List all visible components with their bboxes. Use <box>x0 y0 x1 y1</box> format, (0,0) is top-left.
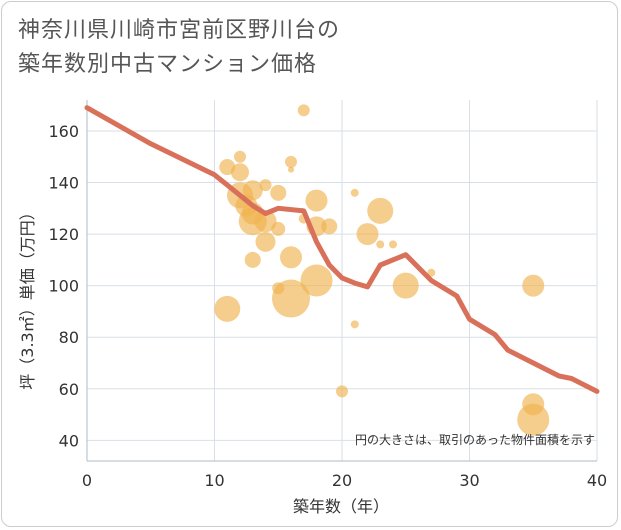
chart-title-line-2: 築年数別中古マンション価格 <box>18 52 318 77</box>
bubble-point <box>389 240 397 249</box>
y-tick-label: 100 <box>48 277 79 296</box>
bubble-point <box>214 295 241 322</box>
x-axis-label: 築年数（年） <box>293 497 389 516</box>
y-tick-label: 160 <box>48 122 79 141</box>
chart-title-line-1: 神奈川県川崎市宮前区野川台の <box>18 18 341 43</box>
bubble-point <box>288 166 294 173</box>
bubble-point <box>321 218 338 235</box>
bubble-point <box>280 246 302 269</box>
x-tick-label: 30 <box>459 471 479 490</box>
bubble-point <box>517 403 550 436</box>
chart-title: 神奈川県川崎市宮前区野川台の 築年数別中古マンション価格 <box>18 14 578 82</box>
bubble-point <box>297 104 310 117</box>
bubble-point <box>336 385 348 398</box>
grid-lines <box>87 100 598 461</box>
bubble-point <box>255 231 276 252</box>
bubble-point <box>272 282 285 295</box>
bubble-series <box>214 104 550 436</box>
bubble-point <box>234 150 246 163</box>
bubble-point <box>270 184 287 201</box>
bubble-point <box>259 179 272 192</box>
bubble-point <box>376 240 385 249</box>
y-tick-label: 140 <box>48 174 79 193</box>
bubble-point <box>231 163 249 182</box>
bubble-point <box>367 197 394 224</box>
y-tick-label: 120 <box>48 225 79 244</box>
y-tick-label: 40 <box>59 431 79 450</box>
y-tick-label: 80 <box>59 328 79 347</box>
bubble-point <box>427 268 436 277</box>
bubble-point <box>300 264 333 297</box>
tick-labels: 0 10 20 30 40 40 60 80 100 120 140 160 <box>48 122 607 490</box>
x-tick-label: 40 <box>587 471 607 490</box>
bubble-point <box>350 320 359 329</box>
y-axis-label: 坪（3.3㎡）単価（万円） <box>18 204 37 389</box>
size-note: 円の大きさは、取引のあった物件面積を示す <box>355 432 595 447</box>
bubble-point <box>392 272 419 299</box>
bubble-point <box>522 274 545 297</box>
bubble-point <box>305 189 328 212</box>
bubble-point <box>254 210 277 233</box>
x-tick-label: 10 <box>204 471 224 490</box>
bubble-point <box>356 223 379 246</box>
axes <box>86 100 597 462</box>
bubble-point <box>350 188 359 197</box>
bubble-point <box>271 221 286 236</box>
trend-line-series <box>84 105 600 394</box>
bubble-point <box>244 251 261 268</box>
trend-line <box>84 105 600 394</box>
x-tick-label: 0 <box>82 471 92 490</box>
y-tick-label: 60 <box>59 380 79 399</box>
x-tick-label: 20 <box>332 471 352 490</box>
bubble-point <box>285 155 297 168</box>
